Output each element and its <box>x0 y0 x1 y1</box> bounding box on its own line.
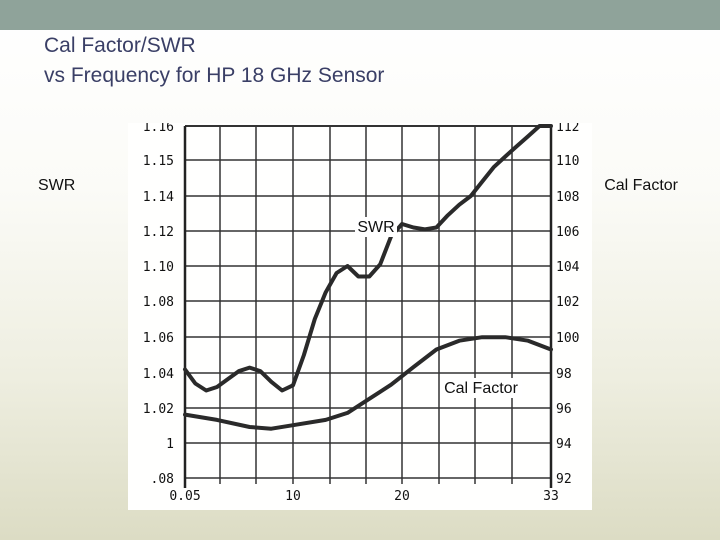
annotation-box <box>440 378 522 398</box>
left-tick-label: 1.04 <box>143 367 174 382</box>
left-tick-label: .08 <box>151 472 174 487</box>
left-tick-label: 1.12 <box>143 225 174 240</box>
left-tick-label: 1.15 <box>143 154 174 169</box>
right-tick-label: 98 <box>556 367 572 382</box>
right-axis-label: Cal Factor <box>604 177 678 194</box>
right-tick-label: 112 <box>556 123 579 135</box>
right-tick-label: 110 <box>556 154 579 169</box>
right-tick-label: 108 <box>556 190 579 205</box>
chart-area: 1.16 1.15 1.14 1.12 1.10 1.08 1.06 1.04 1.02 1.08… <box>128 123 592 510</box>
right-tick-label: 104 <box>556 260 580 275</box>
annotation-box <box>355 217 397 237</box>
right-tick-label: 106 <box>556 225 579 240</box>
left-tick-label: 1.02 <box>143 402 174 417</box>
annotation-label: Cal Factor <box>444 380 518 397</box>
left-tick-label: 1.16 <box>143 123 174 135</box>
left-axis-label: SWR <box>38 177 76 194</box>
right-tick-label: 92 <box>556 472 572 487</box>
right-tick-label: 94 <box>556 437 572 452</box>
x-tick-label: 10 <box>285 489 301 504</box>
slide-title-line1: Cal Factor/SWR <box>44 34 196 57</box>
chart-svg: 1.161.151.141.121.101.081.061.041.021.08… <box>143 123 580 504</box>
right-tick-label: 102 <box>556 295 579 310</box>
series-swr-line <box>183 124 553 393</box>
top-bar <box>0 0 720 30</box>
slide-title-line2: vs Frequency for HP 18 GHz Sensor <box>44 64 385 87</box>
left-tick-label: 1.10 <box>143 260 174 275</box>
annotation-label: SWR <box>357 219 394 236</box>
series-cal-factor-line <box>183 335 553 431</box>
left-tick-label: 1.06 <box>143 331 174 346</box>
x-tick-label: 20 <box>394 489 410 504</box>
left-tick-label: 1.14 <box>143 190 174 205</box>
left-tick-label: 1.08 <box>143 295 174 310</box>
right-tick-label: 96 <box>556 402 572 417</box>
x-tick-label: 33 <box>543 489 559 504</box>
x-tick-label: 0.05 <box>169 489 200 504</box>
right-tick-label: 100 <box>556 331 579 346</box>
left-tick-label: 1 <box>166 437 174 452</box>
